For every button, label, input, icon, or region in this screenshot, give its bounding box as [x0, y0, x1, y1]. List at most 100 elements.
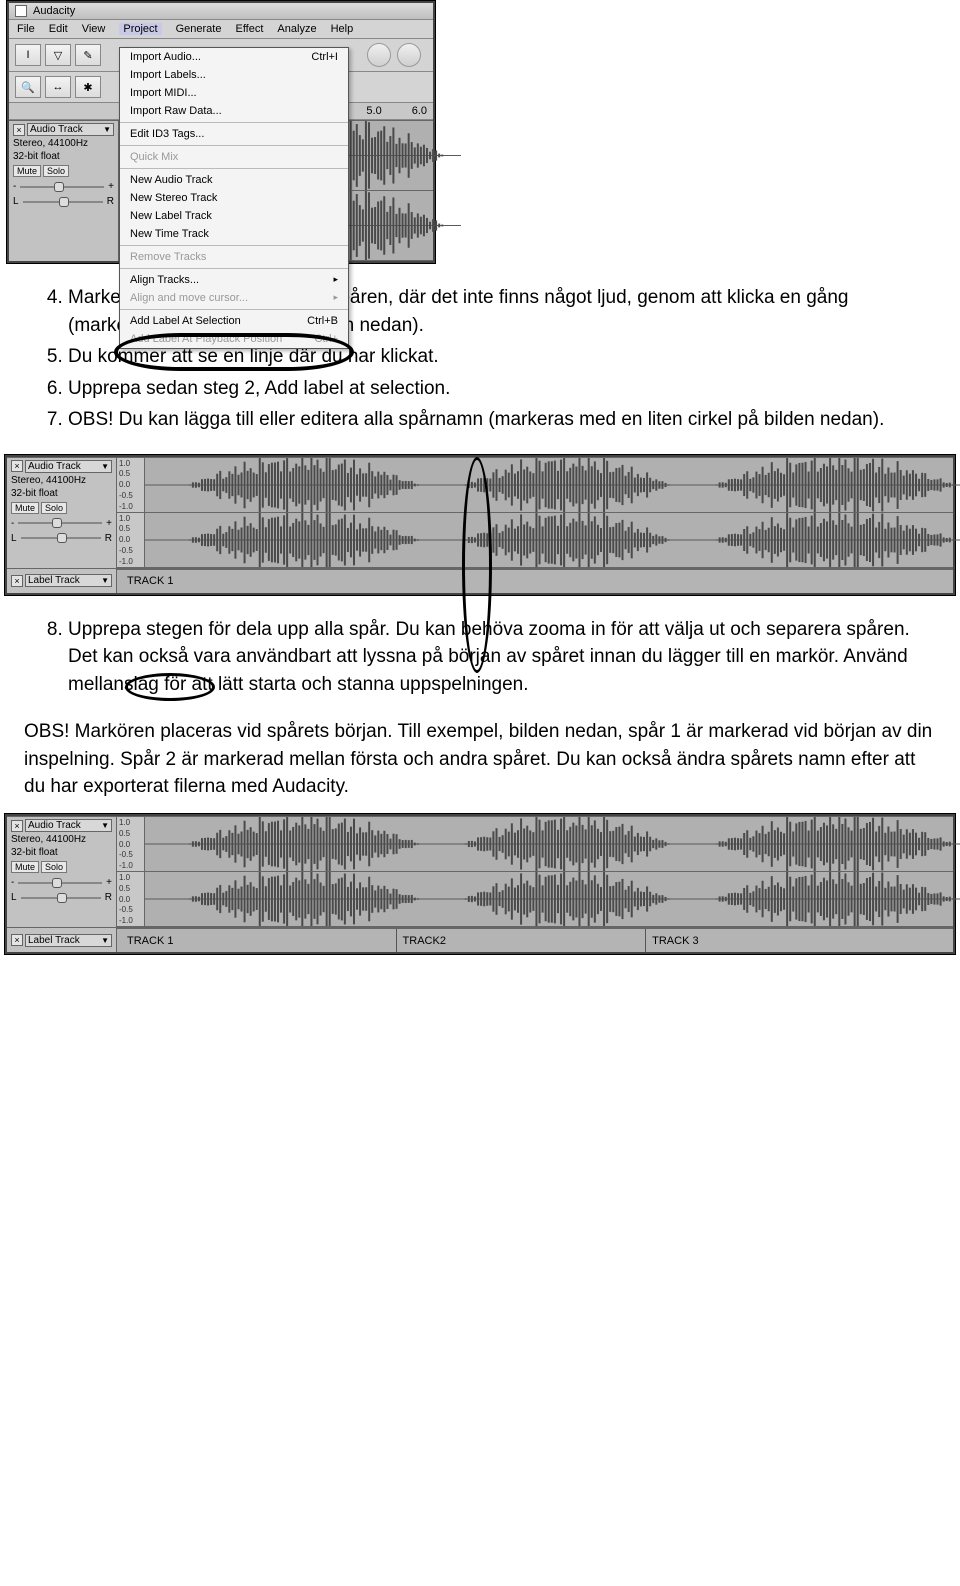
label-track-panel: × Label Track ▼	[7, 569, 117, 593]
transport-button[interactable]	[367, 43, 391, 67]
menu-analyze[interactable]: Analyze	[277, 23, 316, 35]
solo-button[interactable]: Solo	[41, 502, 67, 514]
waveform-channel[interactable]: 1.0 0.5 0.0 -0.5 -1.0	[117, 458, 953, 513]
track-format-label: Stereo, 44100Hz	[11, 834, 112, 845]
menuitem-edit-id3-tags-[interactable]: Edit ID3 Tags...	[120, 125, 348, 143]
app-title: Audacity	[33, 5, 75, 17]
mute-button[interactable]: Mute	[13, 165, 41, 177]
chevron-down-icon: ▼	[101, 821, 109, 830]
track-bitdepth-label: 32-bit float	[11, 847, 112, 858]
solo-button[interactable]: Solo	[43, 165, 69, 177]
menuitem-new-stereo-track[interactable]: New Stereo Track	[120, 189, 348, 207]
track-panel: × Audio Track ▼ Stereo, 44100Hz 32-bit f…	[7, 458, 117, 568]
menu-view[interactable]: View	[82, 23, 106, 35]
tool-envelope-icon[interactable]: ▽	[45, 44, 71, 66]
tool-timeshift-icon[interactable]: ↔	[45, 76, 71, 98]
amplitude-scale: 1.0 0.5 0.0 -0.5 -1.0	[117, 817, 145, 871]
waveform-channel[interactable]: 1.0 0.5 0.0 -0.5 -1.0	[117, 513, 953, 568]
label-track-bar[interactable]: TRACK 1 TRACK2 TRACK 3	[117, 928, 953, 952]
chevron-down-icon: ▼	[101, 936, 109, 945]
track-area: × Audio Track ▼ Stereo, 44100Hz 32-bit f…	[7, 816, 953, 927]
gain-slider[interactable]: - +	[11, 877, 112, 888]
menu-file[interactable]: File	[17, 23, 35, 35]
menuitem-import-raw-data-[interactable]: Import Raw Data...	[120, 102, 348, 120]
track-label[interactable]: TRACK 3	[645, 929, 953, 952]
waveform-channel[interactable]: 1.0 0.5 0.0 -0.5 -1.0	[117, 817, 953, 872]
menuitem-align-tracks-[interactable]: Align Tracks...▸	[120, 271, 348, 289]
app-icon	[15, 5, 27, 17]
menuitem-new-label-track[interactable]: New Label Track	[120, 207, 348, 225]
gain-slider[interactable]: - +	[13, 181, 114, 192]
track-close-icon[interactable]: ×	[11, 934, 23, 946]
audacity-window: × Audio Track ▼ Stereo, 44100Hz 32-bit f…	[5, 455, 955, 595]
menuitem-new-audio-track[interactable]: New Audio Track	[120, 171, 348, 189]
track-label[interactable]: TRACK2	[396, 929, 646, 952]
label-track-dropdown[interactable]: Label Track ▼	[25, 574, 112, 587]
menuitem-add-label-at-selection[interactable]: Add Label At SelectionCtrl+B	[120, 312, 348, 330]
step-item: Upprepa sedan steg 2, Add label at selec…	[68, 375, 920, 403]
project-menu-dropdown[interactable]: Import Audio...Ctrl+IImport Labels...Imp…	[119, 47, 349, 349]
figure-2-audacity-track: × Audio Track ▼ Stereo, 44100Hz 32-bit f…	[4, 454, 956, 596]
solo-button[interactable]: Solo	[41, 861, 67, 873]
menuitem-new-time-track[interactable]: New Time Track	[120, 225, 348, 243]
track-label[interactable]: TRACK 1	[121, 929, 396, 952]
figure-1-audacity-menu: Audacity File Edit View Project Generate…	[6, 0, 436, 264]
figure-3-audacity-track: × Audio Track ▼ Stereo, 44100Hz 32-bit f…	[4, 813, 956, 955]
track-close-icon[interactable]: ×	[11, 575, 23, 587]
track-panel: × Audio Track ▼ Stereo, 44100Hz 32-bit f…	[7, 817, 117, 927]
audacity-window: Audacity File Edit View Project Generate…	[7, 1, 435, 263]
chevron-down-icon: ▼	[103, 125, 111, 134]
track-format-label: Stereo, 44100Hz	[13, 138, 114, 149]
tool-zoom-icon[interactable]: 🔍	[15, 76, 41, 98]
waveform-svg	[145, 872, 960, 926]
menuitem-import-audio-[interactable]: Import Audio...Ctrl+I	[120, 48, 348, 66]
label-track-dropdown[interactable]: Label Track ▼	[25, 934, 112, 947]
menu-edit[interactable]: Edit	[49, 23, 68, 35]
track-close-icon[interactable]: ×	[13, 124, 25, 136]
track-format-label: Stereo, 44100Hz	[11, 475, 112, 486]
label-track-area: × Label Track ▼ TRACK 1	[7, 568, 953, 593]
mute-button[interactable]: Mute	[11, 502, 39, 514]
tool-draw-icon[interactable]: ✎	[75, 44, 101, 66]
menu-effect[interactable]: Effect	[235, 23, 263, 35]
track-name-dropdown[interactable]: Audio Track ▼	[25, 460, 112, 473]
timeline-tick: 5.0	[366, 105, 381, 117]
menuitem-import-midi-[interactable]: Import MIDI...	[120, 84, 348, 102]
track-label[interactable]: TRACK 1	[121, 570, 179, 593]
label-track-area: × Label Track ▼ TRACK 1 TRACK2 TRACK 3	[7, 927, 953, 952]
timeline-tick: 6.0	[412, 105, 427, 117]
amplitude-scale: 1.0 0.5 0.0 -0.5 -1.0	[117, 872, 145, 926]
menu-project[interactable]: Project	[119, 23, 161, 35]
menu-generate[interactable]: Generate	[176, 23, 222, 35]
audacity-window: × Audio Track ▼ Stereo, 44100Hz 32-bit f…	[5, 814, 955, 954]
tool-multi-icon[interactable]: ✱	[75, 76, 101, 98]
waveform-svg	[145, 817, 960, 871]
track-name-dropdown[interactable]: Audio Track ▼	[27, 123, 114, 136]
track-bitdepth-label: 32-bit float	[11, 488, 112, 499]
transport-button[interactable]	[397, 43, 421, 67]
tool-selection-icon[interactable]: I	[15, 44, 41, 66]
mute-button[interactable]: Mute	[11, 861, 39, 873]
step-item: OBS! Du kan lägga till eller editera all…	[68, 406, 920, 434]
chevron-down-icon: ▼	[101, 462, 109, 471]
menu-help[interactable]: Help	[331, 23, 354, 35]
amplitude-scale: 1.0 0.5 0.0 -0.5 -1.0	[117, 513, 145, 567]
pan-slider[interactable]: L R	[11, 533, 112, 544]
pan-slider[interactable]: L R	[11, 892, 112, 903]
track-close-icon[interactable]: ×	[11, 460, 23, 472]
gain-slider[interactable]: - +	[11, 518, 112, 529]
pan-slider[interactable]: L R	[13, 196, 114, 207]
menuitem-quick-mix: Quick Mix	[120, 148, 348, 166]
track-close-icon[interactable]: ×	[11, 820, 23, 832]
menuitem-remove-tracks: Remove Tracks	[120, 248, 348, 266]
waveform-channel[interactable]: 1.0 0.5 0.0 -0.5 -1.0	[117, 872, 953, 927]
menuitem-import-labels-[interactable]: Import Labels...	[120, 66, 348, 84]
step-item: Upprepa stegen för dela upp alla spår. D…	[68, 616, 920, 699]
audacity-menubar[interactable]: File Edit View Project Generate Effect A…	[9, 20, 433, 39]
menuitem-add-label-at-playback-position: Add Label At Playback PositionCtrl+	[120, 330, 348, 348]
waveform-svg	[145, 513, 960, 567]
label-track-bar[interactable]: TRACK 1	[117, 569, 953, 593]
audacity-titlebar: Audacity	[9, 3, 433, 20]
track-name-dropdown[interactable]: Audio Track ▼	[25, 819, 112, 832]
menuitem-align-and-move-cursor-: Align and move cursor...▸	[120, 289, 348, 307]
